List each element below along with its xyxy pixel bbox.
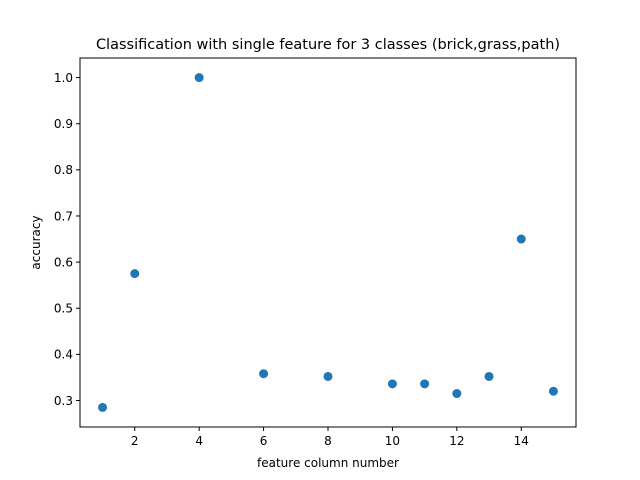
y-axis-label: accuracy (29, 215, 43, 269)
data-point (420, 379, 430, 389)
y-tick-label: 0.7 (54, 209, 73, 223)
x-axis-ticks: 2 4 6 8 10 12 14 (131, 427, 529, 448)
data-points (98, 73, 558, 412)
data-point (548, 386, 558, 396)
y-tick-label: 0.5 (54, 302, 73, 316)
data-point (516, 234, 526, 244)
x-axis-label: feature column number (257, 456, 399, 470)
x-tick-label: 4 (195, 434, 203, 448)
data-point (130, 269, 140, 279)
data-point (323, 371, 333, 381)
chart-title: Classification with single feature for 3… (96, 37, 560, 53)
y-axis-ticks: 0.3 0.4 0.5 0.6 0.7 0.8 0.9 1.0 (54, 71, 80, 408)
y-tick-label: 0.6 (54, 255, 73, 269)
y-tick-label: 0.9 (54, 117, 73, 131)
x-tick-label: 8 (324, 434, 332, 448)
x-tick-label: 6 (260, 434, 268, 448)
plot-frame (79, 57, 577, 428)
data-point (387, 379, 397, 389)
x-tick-label: 14 (514, 434, 529, 448)
x-tick-label: 2 (131, 434, 139, 448)
data-point (484, 371, 494, 381)
x-tick-label: 10 (385, 434, 400, 448)
y-tick-label: 1.0 (54, 71, 73, 85)
data-point (194, 73, 204, 83)
data-point (98, 402, 108, 412)
y-tick-label: 0.4 (54, 348, 73, 362)
data-point (259, 369, 269, 379)
data-point (452, 389, 462, 399)
x-tick-label: 12 (449, 434, 464, 448)
y-tick-label: 0.3 (54, 394, 73, 408)
y-tick-label: 0.8 (54, 163, 73, 177)
